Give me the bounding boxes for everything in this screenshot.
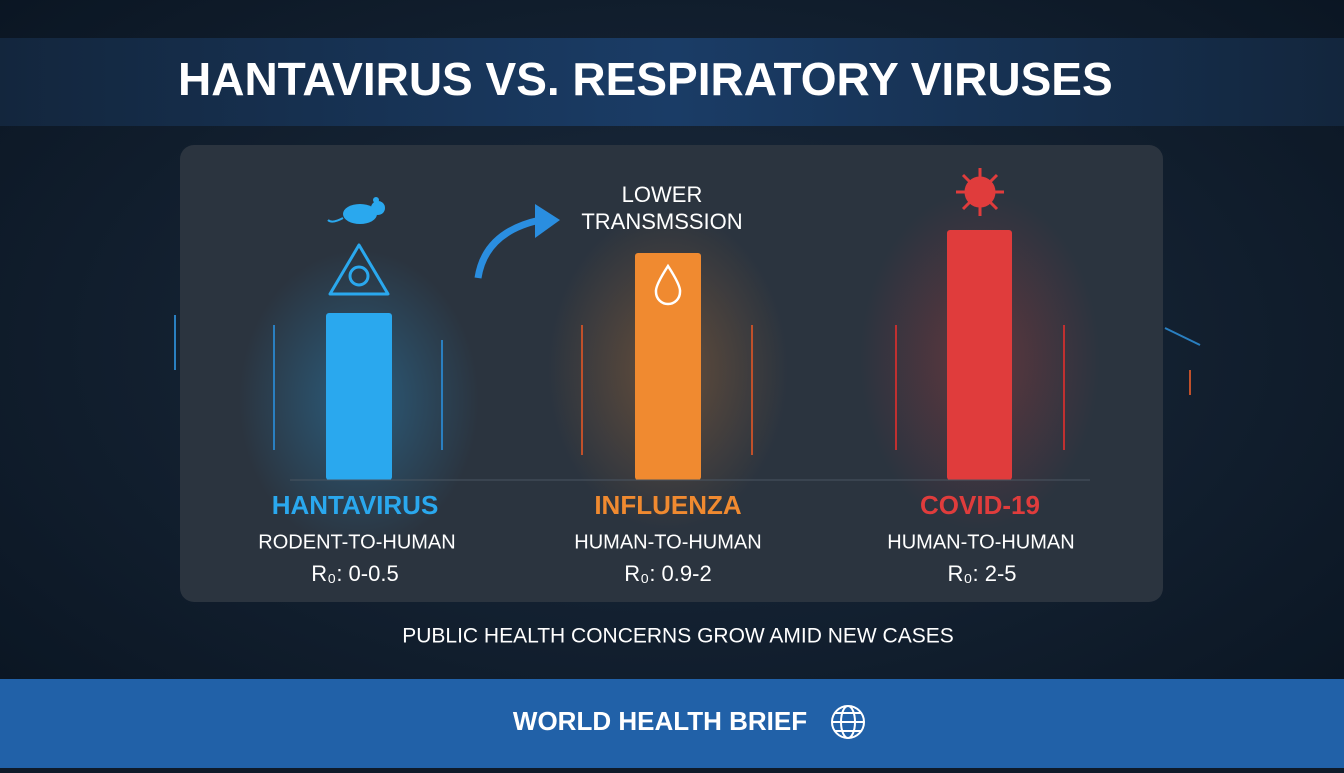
rat-icon	[327, 197, 385, 224]
annotation-line: LOWER	[622, 182, 703, 207]
labels: HANTAVIRUS RODENT-TO-HUMAN R₀: 0-0.5 INF…	[258, 490, 1074, 586]
footer-band	[0, 679, 1344, 768]
drop-icon	[654, 263, 682, 306]
virus-name: INFLUENZA	[594, 490, 742, 520]
biohazard-icon	[328, 243, 390, 296]
annotation-line: TRANSMSSION	[581, 209, 742, 234]
title: HANTAVIRUS VS. RESPIRATORY VIRUSES	[178, 53, 1113, 105]
transmission: HUMAN-TO-HUMAN	[887, 531, 1074, 553]
arrow-icon	[474, 204, 560, 279]
bar	[635, 253, 701, 480]
r0: R₀: 0-0.5	[311, 561, 398, 586]
bar	[947, 230, 1012, 480]
title-banner	[0, 38, 1344, 126]
bar	[326, 313, 392, 480]
subtitle: PUBLIC HEALTH CONCERNS GROW AMID NEW CAS…	[402, 625, 954, 648]
r0: R₀: 2-5	[947, 561, 1016, 586]
globe-icon	[831, 705, 865, 739]
virus-name: COVID-19	[920, 490, 1040, 520]
virus-icon	[956, 168, 1004, 216]
decor-lines	[174, 315, 1201, 455]
footer-brand: WORLD HEALTH BRIEF	[513, 706, 807, 736]
transmission: RODENT-TO-HUMAN	[258, 531, 455, 553]
r0: R₀: 0.9-2	[624, 561, 711, 586]
transmission: HUMAN-TO-HUMAN	[574, 531, 761, 553]
virus-name: HANTAVIRUS	[272, 490, 439, 520]
